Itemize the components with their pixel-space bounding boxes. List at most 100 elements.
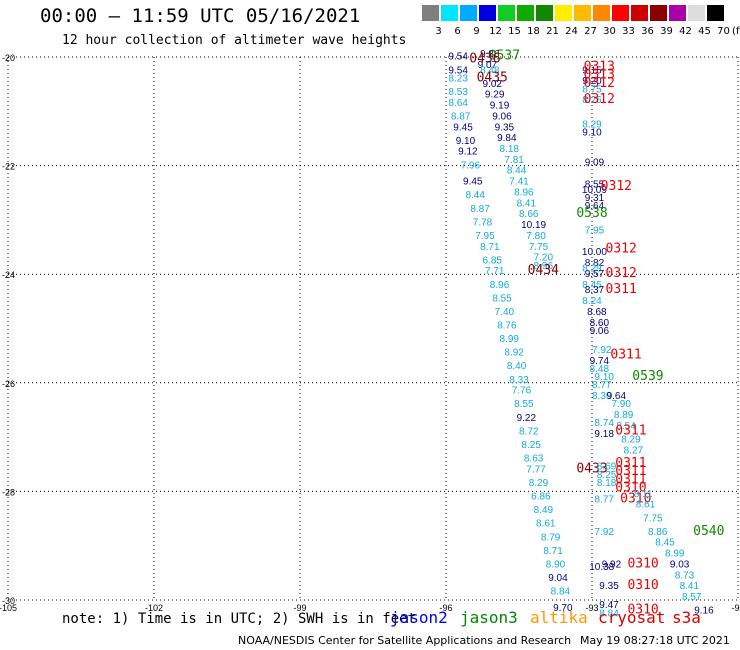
pass-id-label: 0433 (576, 461, 607, 476)
wave-height-value: 9.45 (463, 177, 483, 188)
wave-height-value: 7.40 (495, 307, 515, 318)
wave-height-value: 9.18 (594, 429, 614, 440)
lat-tick-label: -22 (2, 162, 15, 172)
wave-height-value: 7.71 (485, 266, 505, 277)
wave-height-value: 8.18 (597, 478, 617, 489)
wave-height-value: 9.29 (485, 90, 505, 101)
wave-height-value: 8.23 (448, 73, 468, 84)
wave-height-value: 8.37 (585, 285, 605, 296)
wave-height-value: 8.61 (536, 519, 556, 530)
legend-label: 30 (603, 26, 616, 37)
wave-height-value: 8.66 (519, 209, 539, 220)
wave-height-value: 8.55 (492, 293, 512, 304)
wave-height-value: 8.18 (500, 144, 520, 155)
wave-height-value: 8.41 (517, 198, 537, 209)
pass-id-label: 0313 (584, 68, 615, 83)
wave-height-value: 9.07 (478, 60, 498, 71)
pass-id-label: 0311 (615, 472, 646, 487)
wave-height-value: 10.38 (589, 562, 614, 573)
wave-height-value: 9.10 (582, 128, 602, 139)
wave-height-value: 9.64 (585, 201, 605, 212)
pass-id-label: 0435 (477, 70, 508, 85)
pass-id-label: 0310 (627, 578, 658, 593)
wave-height-value: 9.74 (590, 356, 610, 367)
lat-tick-label: -28 (2, 487, 15, 497)
wave-height-value: 8.29 (621, 435, 641, 446)
wave-height-value: 9.47 (599, 600, 619, 611)
wave-height-value: 9.57 (585, 269, 605, 280)
wave-height-value: 9.35 (495, 122, 515, 133)
pass-id-label: 0312 (606, 241, 637, 256)
wave-height-value: 9.22 (517, 413, 537, 424)
wave-height-value: 7.41 (509, 177, 529, 188)
legend-label: 39 (660, 26, 673, 37)
wave-height-value: 8.45 (582, 280, 602, 291)
wave-height-value: 8.82 (585, 258, 605, 269)
wave-height-value: 8.48 (480, 65, 500, 76)
wave-height-value: 8.96 (534, 261, 554, 272)
legend-swatch (517, 5, 534, 21)
legend-swatch (593, 5, 610, 21)
legend-label: 33 (622, 26, 635, 37)
legend-label: 27 (584, 26, 597, 37)
legend-label: 6 (454, 26, 461, 37)
wave-height-value: 9.70 (553, 603, 573, 614)
legend-swatch (650, 5, 667, 21)
credit-date: May 19 08:27:18 UTC 2021 (580, 634, 730, 647)
wave-height-value: 9.84 (497, 133, 517, 144)
wave-height-value: 8.68 (587, 307, 607, 318)
wave-height-value: 8.33 (509, 375, 529, 386)
legend-swatch (612, 5, 629, 21)
wave-height-value: 8.74 (594, 418, 614, 429)
wave-height-value: 8.39 (592, 391, 612, 402)
wave-height-value: 7.95 (585, 225, 605, 236)
wave-height-value: 8.79 (541, 532, 561, 543)
wave-height-value: 8.48 (590, 364, 610, 375)
pass-id-label: 0311 (610, 347, 641, 362)
pass-id-label: 0310 (620, 491, 651, 506)
wave-height-value: 8.57 (682, 592, 702, 603)
legend-swatch (631, 5, 648, 21)
legend-swatch (536, 5, 553, 21)
note-text: note: 1) Time is in UTC; 2) SWH is in fe… (62, 611, 417, 627)
legend-label: 24 (565, 26, 578, 37)
wave-height-value: 8.26 (582, 95, 602, 106)
wave-height-value: 9.09 (585, 158, 605, 169)
wave-height-value: 8.89 (614, 410, 634, 421)
wave-height-value: 8.60 (590, 318, 610, 329)
wave-height-value: 8.24 (582, 296, 602, 307)
legend-unit: (ft) (732, 26, 740, 37)
pass-id-label: 0312 (584, 92, 615, 107)
pass-id-label: 0310 (627, 603, 658, 618)
wave-height-value: 8.92 (504, 348, 524, 359)
pass-id-label: 0311 (615, 423, 646, 438)
wave-height-value: 8.72 (519, 426, 539, 437)
pass-id-label: 0436 (469, 51, 500, 66)
wave-height-value: 8.11 (634, 489, 653, 500)
lon-tick-label: -105 (0, 603, 17, 613)
wave-height-value: 9.35 (599, 581, 619, 592)
wave-height-value: 7.90 (611, 399, 631, 410)
legend-label: 3 (435, 26, 442, 37)
wave-height-value: 8.77 (592, 380, 612, 391)
pass-id-label: 0310 (615, 480, 646, 495)
wave-height-value: 9.31 (585, 193, 605, 204)
wave-height-value: 9.54 (448, 52, 468, 63)
wave-height-value: 8.96 (490, 280, 510, 291)
wave-height-value: 8.84 (599, 608, 619, 619)
legend-label: 9 (473, 26, 480, 37)
wave-height-value: 8.29 (582, 263, 602, 274)
wave-height-value: 9.86 (480, 49, 500, 60)
wave-height-value: 9.19 (490, 101, 510, 112)
legend-swatch (688, 5, 705, 21)
wave-height-value: 8.27 (624, 445, 644, 456)
pass-id-label: 0312 (584, 76, 615, 91)
wave-height-value: 9.15 (582, 65, 602, 76)
pass-id-label: 0434 (528, 263, 559, 278)
pass-id-label: 0311 (615, 464, 646, 479)
pass-id-label: 0311 (615, 456, 646, 471)
lon-tick-label: -93 (585, 603, 598, 613)
wave-height-value: 8.71 (543, 546, 563, 557)
